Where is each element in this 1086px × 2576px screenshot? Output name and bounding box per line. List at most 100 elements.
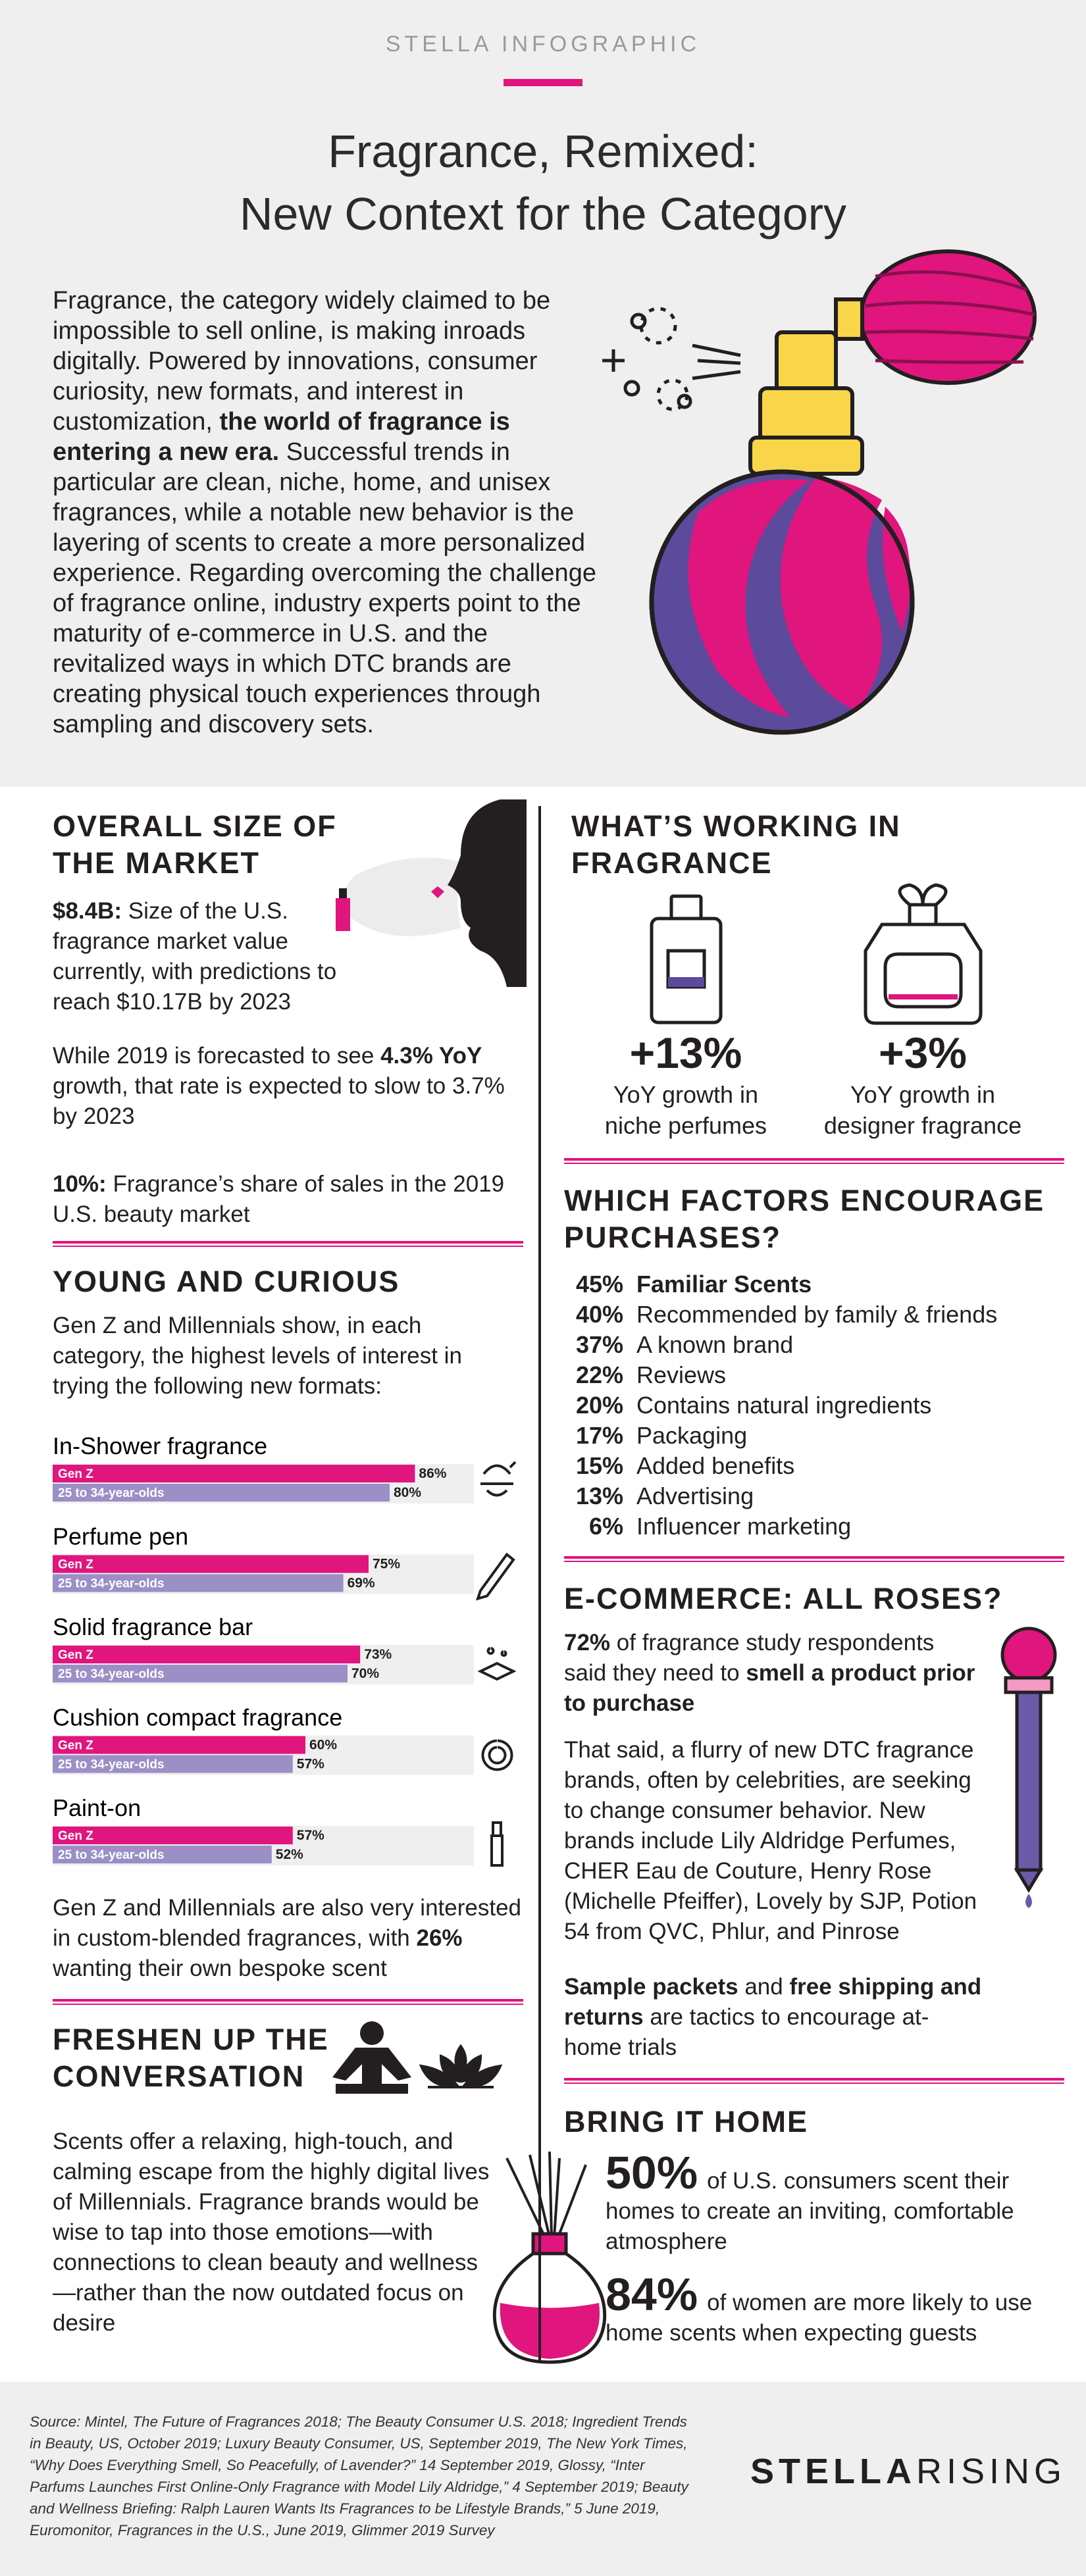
value-label: 57%: [297, 1828, 324, 1843]
series-label: Gen Z: [58, 1739, 93, 1753]
value-label: 73%: [364, 1647, 392, 1662]
series-label: Gen Z: [58, 1829, 93, 1843]
text-line: WHICH FACTORS ENCOURAGE: [564, 1184, 1045, 1217]
paragraph: While 2019 is forecasted to see 4.3% YoY…: [53, 1041, 527, 1132]
value-label: 86%: [419, 1466, 446, 1481]
format-label: Perfume pen: [53, 1523, 188, 1550]
format-bars: In-Shower fragrance Gen Z 86% 25 to 34-year…: [53, 1432, 517, 1867]
section-heading: YOUNG AND CURIOUS: [53, 1265, 400, 1298]
text-line: OVERALL SIZE OF: [53, 809, 337, 843]
divider: [564, 1158, 1064, 1164]
text-line: FRESHEN UP THE: [53, 2023, 329, 2056]
factor-pct: 45%: [575, 1271, 623, 1298]
bold-run: smell a product prior to purchase: [564, 1660, 975, 1716]
bar: [53, 1665, 348, 1682]
text-run: Successful trends in particular are clea…: [53, 438, 596, 738]
value-label: 70%: [351, 1666, 379, 1681]
series-label: 25 to 34-year-olds: [58, 1577, 165, 1591]
factor-pct: 13%: [575, 1482, 623, 1509]
section-heading: WHAT’S WORKING IN FRAGRANCE: [571, 808, 901, 882]
home-figure: 84%: [606, 2269, 698, 2320]
text-run: Size of the U.S. fragrance market value …: [53, 898, 337, 1015]
bar: [53, 1484, 390, 1502]
format-icon: [480, 1461, 517, 1497]
factor-row: 40% Recommended by family & friends: [564, 1300, 1064, 1330]
factor-label: Recommended by family & friends: [636, 1301, 998, 1328]
format-icon: [477, 1647, 517, 1681]
stat-value: +13%: [629, 1028, 742, 1077]
footer-band: [0, 2382, 1086, 2576]
value-label: 69%: [348, 1576, 375, 1591]
series-label: 25 to 34-year-olds: [58, 1486, 165, 1500]
factor-row: 17% Packaging: [564, 1421, 1064, 1451]
vial-illustration: [1000, 1627, 1057, 1908]
paragraph: Gen Z and Millennials are also very inte…: [53, 1893, 533, 1984]
text-run: Fragrance’s share of sales in the 2019 U…: [53, 1171, 505, 1227]
intro-text: Fragrance, the category widely claimed t…: [53, 286, 606, 740]
factor-pct: 40%: [575, 1301, 623, 1328]
bold-run: free shipping and returns: [564, 1974, 982, 2030]
text-run: Gen Z and Millennials show, in each cate…: [53, 1313, 462, 1399]
stat: +3% YoY growth in designer fragrance: [798, 1026, 1048, 1141]
factor-pct: 37%: [575, 1331, 623, 1358]
source-note: Source: Mintel, The Future of Fragrances…: [30, 2413, 688, 2538]
factor-pct: 6%: [588, 1513, 623, 1540]
bar: [53, 1736, 305, 1754]
stat-caption: YoY growth in: [850, 1081, 996, 1108]
home-text: of women are more likely to use home sce…: [606, 2290, 1033, 2346]
section-heading: OVERALL SIZE OF THE MARKET: [53, 808, 337, 882]
home-stat: 84% of women are more likely to use home …: [606, 2271, 1066, 2348]
factor-row: 37% A known brand: [564, 1330, 1064, 1360]
logo: STELLARISING: [750, 2451, 1066, 2492]
wellness-icons: [332, 2021, 503, 2094]
divider: [53, 1241, 523, 1247]
factor-row: 15% Added benefits: [564, 1451, 1064, 1481]
text-run: and: [738, 1974, 790, 2000]
text-run: are tactics to encourage at-home trials: [564, 2004, 929, 2060]
paragraph: Sample packets and free shipping and ret…: [564, 1972, 985, 2063]
series-label: 25 to 34-year-olds: [58, 1667, 165, 1681]
accent-bar: [504, 79, 582, 86]
value-label: 52%: [276, 1847, 303, 1862]
text-line: WHAT’S WORKING IN: [571, 809, 901, 843]
text-line: Fragrance, Remixed:: [328, 126, 758, 177]
factor-label: Reviews: [636, 1361, 727, 1388]
bold-run: 10%:: [53, 1171, 107, 1197]
bold-run: Sample packets: [564, 1974, 738, 2000]
value-label: 60%: [309, 1738, 337, 1753]
factor-label: Packaging: [636, 1422, 748, 1449]
factor-label: Familiar Scents: [636, 1271, 812, 1298]
format-icon: [490, 1821, 504, 1867]
text-line: New Context for the Category: [239, 188, 847, 240]
text-run: growth, that rate is expected to slow to…: [53, 1073, 505, 1129]
factor-row: 13% Advertising: [564, 1481, 1064, 1511]
text-run: Scents offer a relaxing, high-touch, and…: [53, 2129, 490, 2336]
factor-row: 20% Contains natural ingredients: [564, 1390, 1064, 1421]
bold-run: 4.3% YoY: [380, 1043, 482, 1069]
factor-row: 6% Influencer marketing: [564, 1511, 1064, 1542]
factor-pct: 20%: [575, 1392, 623, 1419]
value-label: 57%: [297, 1757, 324, 1772]
brand-label: STELLA INFOGRAPHIC: [385, 32, 701, 57]
home-figure: 50%: [606, 2147, 698, 2198]
bold-run: 72%: [564, 1630, 611, 1655]
bold-run: the world of fragrance is entering a new…: [53, 408, 510, 466]
series-label: 25 to 34-year-olds: [58, 1848, 165, 1862]
icon-shape: [475, 1552, 515, 1601]
section-heading: E-COMMERCE: ALL ROSES?: [564, 1582, 1003, 1615]
series-label: 25 to 34-year-olds: [58, 1758, 165, 1772]
perfume-illustration: [602, 249, 1037, 735]
paragraph: $8.4B: Size of the U.S. fragrance market…: [53, 896, 362, 1017]
format-icon: [475, 1552, 515, 1601]
format-label: Paint-on: [53, 1794, 141, 1821]
section-heading: FRESHEN UP THE CONVERSATION: [53, 2021, 329, 2095]
paragraph: Gen Z and Millennials show, in each cate…: [53, 1311, 513, 1402]
bar: [53, 1574, 344, 1592]
diffuser-illustration: [492, 2151, 607, 2364]
stat-value: +3%: [879, 1028, 967, 1077]
bar: [53, 1755, 293, 1773]
factor-label: Advertising: [636, 1482, 754, 1509]
divider: [53, 1999, 523, 2005]
